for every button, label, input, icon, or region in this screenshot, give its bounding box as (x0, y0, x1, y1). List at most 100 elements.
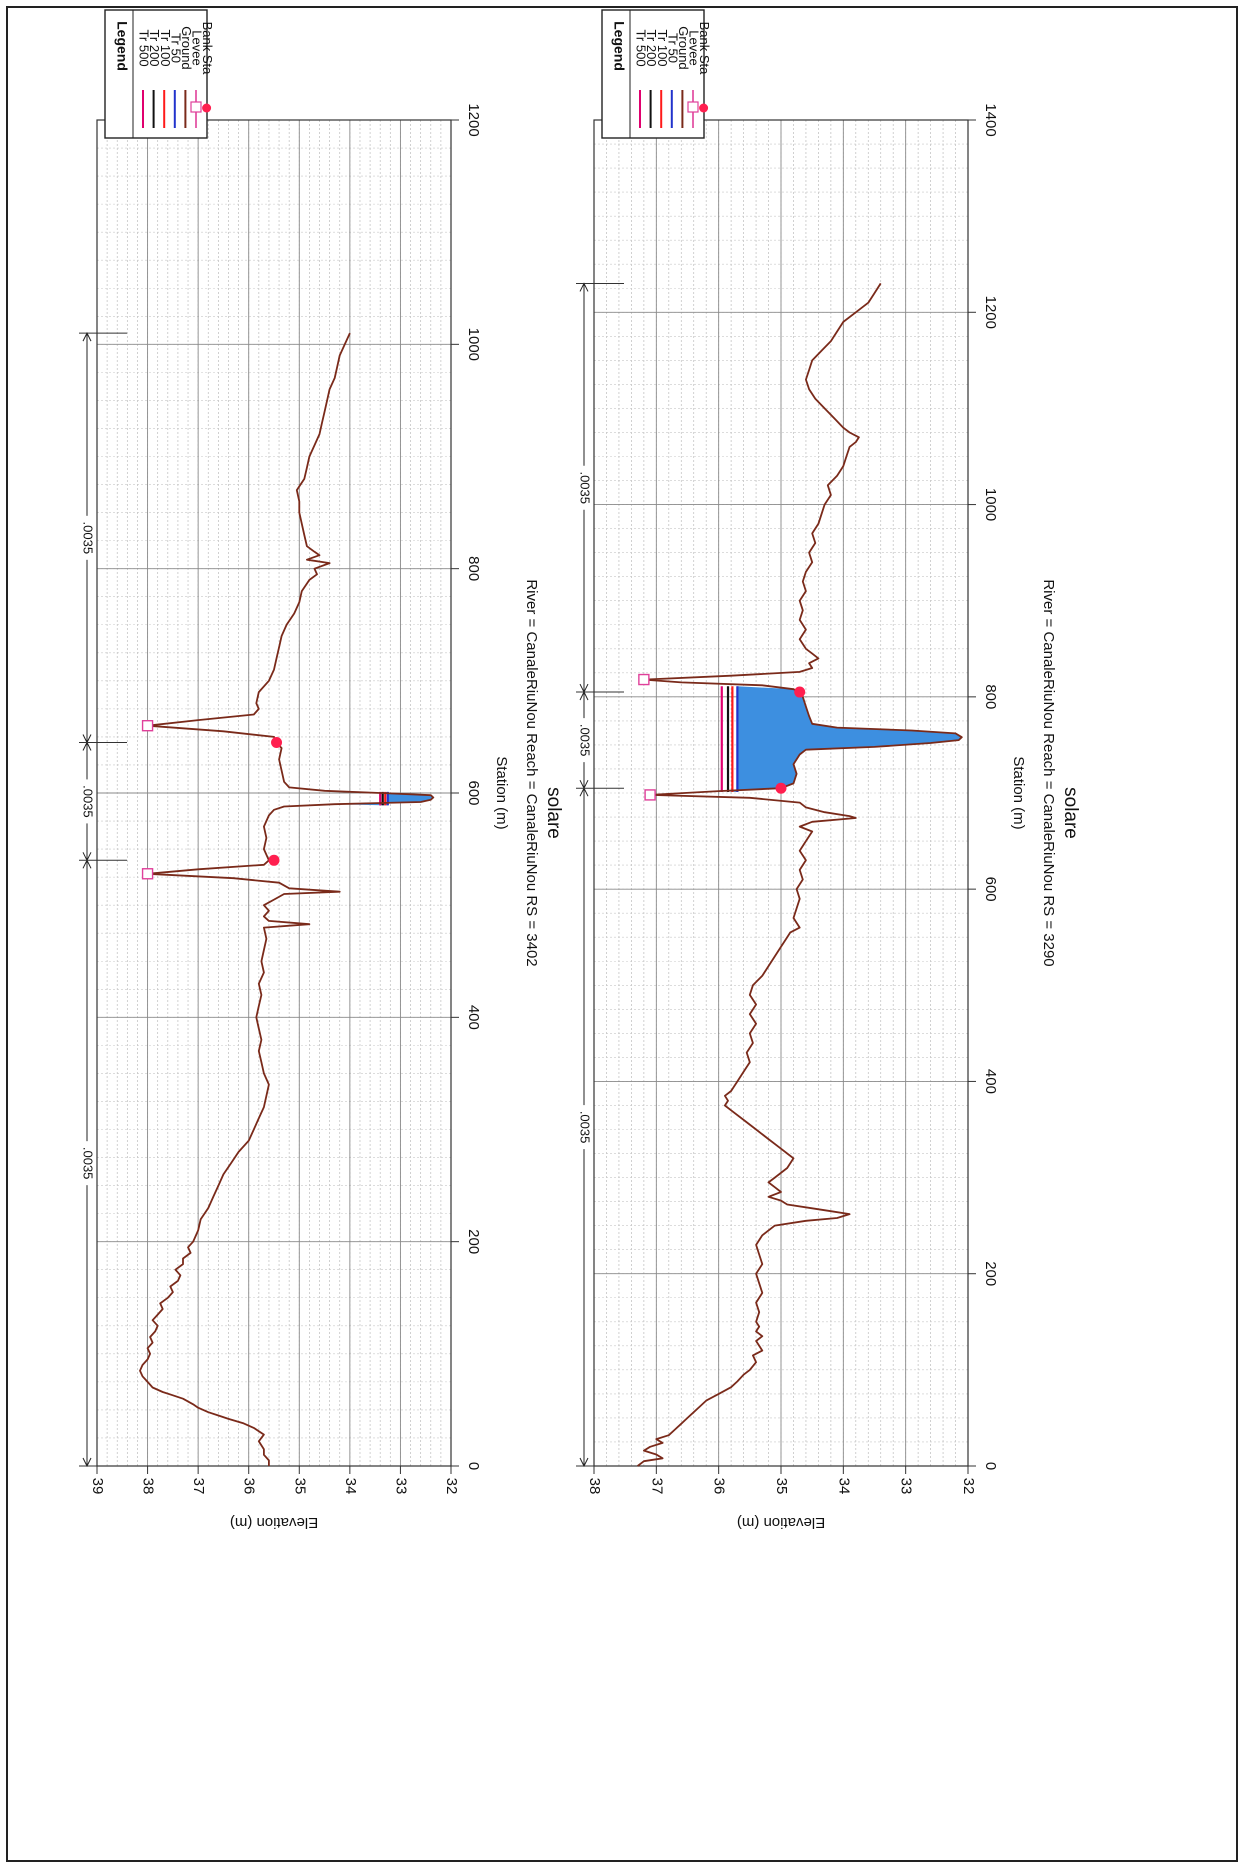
legend-label: Ground (676, 26, 691, 69)
levee-marker (141, 720, 154, 732)
bank-station-marker (271, 737, 283, 749)
page-border (6, 6, 1238, 1862)
x-tick-label: 200 (982, 1261, 999, 1286)
legend-item-bank-sta: Bank Sta (200, 22, 215, 113)
legend-item-ground: Ground (179, 26, 194, 128)
y-tick-label: 36 (711, 1478, 728, 1495)
manning-span: .0035 (575, 690, 593, 790)
legend-swatch-marker (190, 101, 202, 113)
legend-label: Tr 100 (158, 29, 173, 66)
levee-marker (638, 673, 650, 686)
legend-label: Tr 500 (634, 29, 649, 66)
manning-label-bg (575, 1105, 593, 1150)
y-axis-title: Elevation (m) (230, 1514, 318, 1531)
manning-label-bg (575, 465, 593, 510)
y-tick-label: 38 (140, 1478, 157, 1495)
legend-label: Ground (179, 26, 194, 69)
manning-label-bg (78, 779, 96, 824)
y-tick-label: 34 (835, 1478, 852, 1495)
legend-item-ground: Ground (676, 26, 691, 128)
manning-span: .0035 (575, 282, 593, 694)
legend-label: Bank Sta (697, 22, 712, 76)
x-tick-label: 1000 (982, 488, 999, 521)
legend-item-tr-200: Tr 200 (644, 29, 659, 128)
legend-title: Legend (611, 21, 627, 71)
y-tick-label: 38 (586, 1478, 603, 1495)
x-tick-label: 400 (982, 1069, 999, 1094)
x-tick-label: 1400 (982, 103, 999, 136)
grid (97, 120, 451, 1466)
y-tick-label: 35 (291, 1478, 308, 1495)
x-tick-label: 1000 (465, 328, 482, 361)
legend-swatch-marker (699, 103, 709, 113)
y-tick-label: 32 (443, 1478, 460, 1495)
manning-span: .0035 (78, 859, 96, 1468)
x-tick-label: 0 (982, 1462, 999, 1470)
x-tick-label: 1200 (465, 103, 482, 136)
x-tick-label: 600 (465, 780, 482, 805)
legend-label: Tr 500 (137, 29, 152, 66)
legend-swatch-marker (687, 101, 699, 113)
x-tick-label: 400 (465, 1005, 482, 1030)
x-tick-label: 200 (465, 1229, 482, 1254)
legend-box (601, 9, 705, 139)
manning-label-bg (78, 1141, 96, 1186)
legend-label: Tr 200 (147, 29, 162, 66)
legend-box (104, 9, 208, 139)
y-tick-label: 39 (89, 1478, 106, 1495)
manning-label: .0035 (81, 785, 96, 818)
x-axis-title: Station (m) (493, 756, 510, 829)
y-tick-label: 36 (241, 1478, 258, 1495)
bank-station-marker (794, 686, 806, 698)
x-tick-label: 0 (465, 1462, 482, 1470)
legend-item-tr-100: Tr 100 (158, 29, 173, 128)
legend-title: Legend (114, 21, 130, 71)
y-tick-label: 33 (898, 1478, 915, 1495)
chart-1: 32 33 34 35 36 37 38 39 0 200 400 600 800 1000 1200 Sta… (78, 9, 564, 1531)
y-tick-label: 34 (342, 1478, 359, 1495)
legend-label: Bank Sta (200, 22, 215, 76)
levee-marker (644, 789, 656, 801)
y-tick-label: 35 (773, 1478, 790, 1495)
y-tick-label: 32 (960, 1478, 977, 1495)
legend-label: Tr 100 (655, 29, 670, 66)
legend-item-levee: Levee (190, 30, 205, 128)
legend-label: Tr 50 (168, 33, 183, 63)
legend-label: Levee (687, 30, 702, 65)
chart-subtitle: River = CanaleRiuNou Reach = CanaleRiuNo… (523, 579, 540, 966)
ground-line (637, 282, 963, 1467)
y-axis-title: Elevation (m) (737, 1514, 825, 1531)
legend-item-tr-500: Tr 500 (634, 29, 649, 128)
x-tick-label: 800 (982, 684, 999, 709)
manning-label-bg (575, 718, 593, 763)
legend-swatch-marker (202, 103, 212, 113)
bank-station-marker (268, 854, 280, 866)
legend-item-levee: Levee (687, 30, 702, 128)
manning-label: .0035 (578, 471, 593, 504)
y-tick-label: 37 (648, 1478, 665, 1495)
legend-item-tr-200: Tr 200 (147, 29, 162, 128)
chart-title: solare (1060, 787, 1081, 839)
ground-line (139, 332, 435, 1466)
grid (594, 120, 968, 1466)
manning-label: .0035 (81, 1147, 96, 1180)
manning-label-bg (78, 515, 96, 560)
legend-item-tr-100: Tr 100 (655, 29, 670, 128)
chart-2: 32 33 34 35 36 37 38 0 200 400 600 800 1000 1200 1400 S… (575, 9, 1081, 1531)
y-tick-label: 37 (190, 1478, 207, 1495)
chart-subtitle: River = CanaleRiuNou Reach = CanaleRiuNo… (1040, 579, 1057, 966)
water-fill (718, 686, 962, 793)
legend-label: Levee (190, 30, 205, 65)
manning-label: .0035 (578, 724, 593, 757)
x-tick-label: 1200 (982, 296, 999, 329)
manning-span: .0035 (575, 787, 593, 1468)
levee-marker (141, 868, 154, 880)
manning-label: .0035 (578, 1111, 593, 1144)
x-tick-label: 800 (465, 556, 482, 581)
x-axis-title: Station (m) (1010, 756, 1027, 829)
legend-item-bank-sta: Bank Sta (697, 22, 712, 113)
legend-label: Tr 200 (644, 29, 659, 66)
